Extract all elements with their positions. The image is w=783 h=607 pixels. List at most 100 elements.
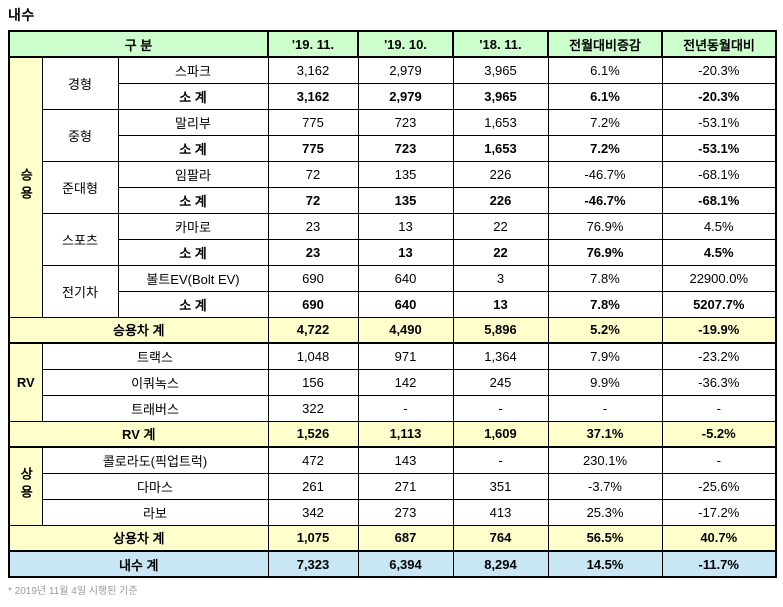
value-cell: 8,294 <box>452 550 549 578</box>
value-cell: 2,979 <box>357 56 454 84</box>
category-cell: 경형 <box>41 56 119 110</box>
subtotal-label-cell: 소 계 <box>117 82 269 110</box>
value-cell: 143 <box>357 446 454 474</box>
value-cell: 322 <box>267 394 359 422</box>
value-cell: 3,162 <box>267 56 359 84</box>
value-cell: 72 <box>267 186 359 214</box>
value-cell: - <box>357 394 454 422</box>
model-cell: 이쿼녹스 <box>41 368 269 396</box>
model-cell: 트래버스 <box>41 394 269 422</box>
value-cell: 775 <box>267 108 359 136</box>
value-cell: 7.9% <box>547 342 663 370</box>
value-cell: 351 <box>452 472 549 500</box>
model-cell: 카마로 <box>117 212 269 240</box>
table-row: 전기차 볼트EV(Bolt EV) 690 640 3 7.8% 22900.0… <box>9 264 777 318</box>
table-row: 다마스 261 271 351 -3.7% -25.6% <box>9 472 777 500</box>
value-cell: -3.7% <box>547 472 663 500</box>
domestic-sales-table: 구 분 '19. 11. '19. 10. '18. 11. 전월대비증감 전년… <box>8 30 777 578</box>
value-cell: 3,965 <box>452 56 549 84</box>
value-cell: 1,113 <box>357 420 454 448</box>
value-cell: 5207.7% <box>661 290 777 318</box>
value-cell: 4,490 <box>357 316 454 344</box>
table-row-subtotal: 소 계 690 640 13 7.8% 5207.7% <box>9 290 777 318</box>
header-col-cell: 전년동월대비 <box>661 30 777 58</box>
value-cell: 971 <box>357 342 454 370</box>
category-cell: 스포츠 <box>41 212 119 266</box>
category-cell: 중형 <box>41 108 119 162</box>
header-row: 구 분 '19. 11. '19. 10. '18. 11. 전월대비증감 전년… <box>8 30 777 58</box>
value-cell: 13 <box>452 290 549 318</box>
value-cell: 22 <box>452 238 549 266</box>
group-label-commercial: 상용 <box>18 466 34 503</box>
value-cell: 135 <box>357 186 454 214</box>
value-cell: 23 <box>267 238 359 266</box>
value-cell: -25.6% <box>661 472 777 500</box>
value-cell: 261 <box>267 472 359 500</box>
value-cell: - <box>547 394 663 422</box>
value-cell: -11.7% <box>661 550 777 578</box>
table-row: 중형 말리부 775 723 1,653 7.2% -53.1% <box>9 108 777 162</box>
value-cell: 1,653 <box>452 108 549 136</box>
category-cell: 전기차 <box>41 264 119 318</box>
value-cell: 72 <box>267 160 359 188</box>
value-cell: 7.8% <box>547 264 663 292</box>
value-cell: -20.3% <box>661 82 777 110</box>
table-row-subtotal: 소 계 23 13 22 76.9% 4.5% <box>9 238 777 266</box>
grand-total-row: 내수 계 7,323 6,394 8,294 14.5% -11.7% <box>8 550 777 578</box>
value-cell: -53.1% <box>661 108 777 136</box>
total-row-rv: RV 계 1,526 1,113 1,609 37.1% -5.2% <box>8 420 777 448</box>
value-cell: -36.3% <box>661 368 777 396</box>
value-cell: 5,896 <box>452 316 549 344</box>
table-row-subtotal: 소 계 3,162 2,979 3,965 6.1% -20.3% <box>9 82 777 110</box>
value-cell: -46.7% <box>547 160 663 188</box>
value-cell: 245 <box>452 368 549 396</box>
value-cell: 4.5% <box>661 238 777 266</box>
table-row: 승용 경형 스파크 3,162 2,979 3,965 6.1% -20.3% <box>8 56 777 318</box>
value-cell: 7.2% <box>547 108 663 136</box>
category-cell: 준대형 <box>41 160 119 214</box>
value-cell: 76.9% <box>547 238 663 266</box>
model-cell: 다마스 <box>41 472 269 500</box>
value-cell: 226 <box>452 186 549 214</box>
value-cell: - <box>661 446 777 474</box>
value-cell: 1,609 <box>452 420 549 448</box>
value-cell: 7.2% <box>547 134 663 162</box>
group-cell-commercial: 상용 <box>8 446 43 526</box>
table-row: 이쿼녹스 156 142 245 9.9% -36.3% <box>9 368 777 396</box>
value-cell: 1,075 <box>267 524 359 552</box>
value-cell: 7.8% <box>547 290 663 318</box>
value-cell: -53.1% <box>661 134 777 162</box>
value-cell: 13 <box>357 238 454 266</box>
value-cell: 2,979 <box>357 82 454 110</box>
value-cell: -5.2% <box>661 420 777 448</box>
value-cell: -68.1% <box>661 186 777 214</box>
value-cell: 640 <box>357 264 454 292</box>
value-cell: 342 <box>267 498 359 526</box>
subtotal-label-cell: 소 계 <box>117 134 269 162</box>
group-cell-rv: RV <box>8 342 43 422</box>
value-cell: 271 <box>357 472 454 500</box>
value-cell: 23 <box>267 212 359 240</box>
model-cell: 임팔라 <box>117 160 269 188</box>
total-label-cell: RV 계 <box>8 420 269 448</box>
value-cell: 690 <box>267 264 359 292</box>
value-cell: 4,722 <box>267 316 359 344</box>
model-cell: 말리부 <box>117 108 269 136</box>
value-cell: 22900.0% <box>661 264 777 292</box>
value-cell: 640 <box>357 290 454 318</box>
model-cell: 볼트EV(Bolt EV) <box>117 264 269 292</box>
value-cell: -68.1% <box>661 160 777 188</box>
value-cell: 230.1% <box>547 446 663 474</box>
table-row: RV 트랙스 1,048 971 1,364 7.9% -23.2% <box>8 342 777 422</box>
value-cell: 413 <box>452 498 549 526</box>
header-category-cell: 구 분 <box>8 30 269 58</box>
value-cell: 3,162 <box>267 82 359 110</box>
value-cell: 40.7% <box>661 524 777 552</box>
value-cell: 37.1% <box>547 420 663 448</box>
table-row-subtotal: 소 계 72 135 226 -46.7% -68.1% <box>9 186 777 214</box>
table-row: 상용 콜로라도(픽업트럭) 472 143 - 230.1% - <box>8 446 777 526</box>
total-label-cell: 승용차 계 <box>8 316 269 344</box>
value-cell: 7,323 <box>267 550 359 578</box>
value-cell: - <box>661 394 777 422</box>
